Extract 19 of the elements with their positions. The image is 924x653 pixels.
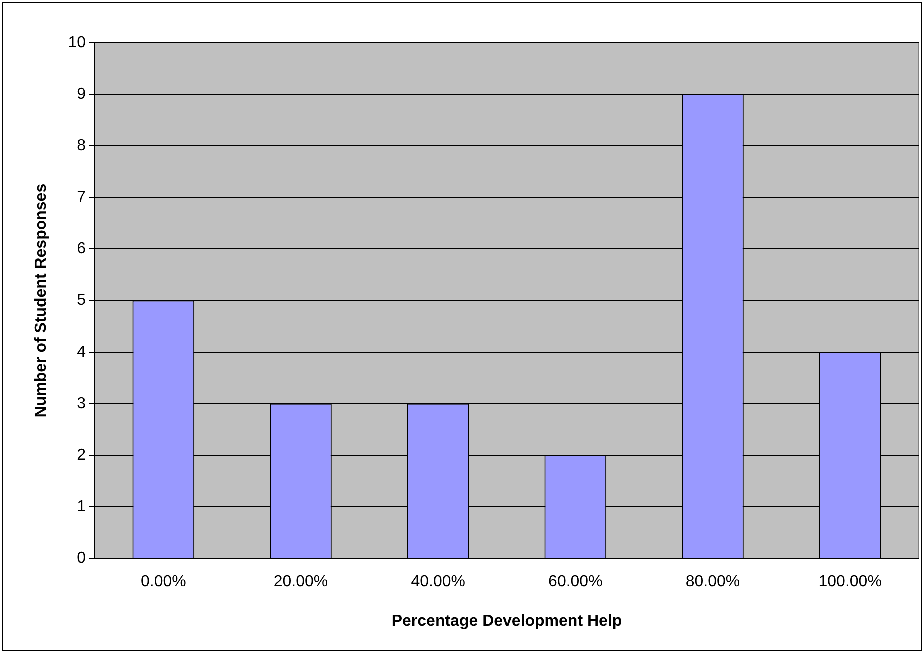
x-tick-label: 60.00% [548,574,603,591]
x-tick-label: 40.00% [411,574,466,591]
y-tick-label: 5 [77,292,86,310]
y-axis-title: Number of Student Responses [33,184,50,418]
y-tick-label: 6 [77,240,86,258]
y-tick-label: 8 [77,138,86,155]
x-tick-label: 100.00% [818,574,882,591]
y-tick-label: 7 [77,189,86,206]
x-tick-label: 80.00% [686,574,740,591]
y-tick-label: 4 [77,344,86,361]
x-tick-label: 20.00% [274,574,328,591]
y-tick-label: 0 [77,550,86,568]
y-tick-label: 1 [77,498,86,516]
x-tick-label: 0.00% [140,574,186,591]
y-tick-label: 10 [68,34,86,52]
y-tick-label: 3 [77,395,86,412]
y-tick-label: 9 [77,86,86,103]
x-axis-title: Percentage Development Help [392,612,622,630]
y-tick-label: 2 [77,446,86,464]
